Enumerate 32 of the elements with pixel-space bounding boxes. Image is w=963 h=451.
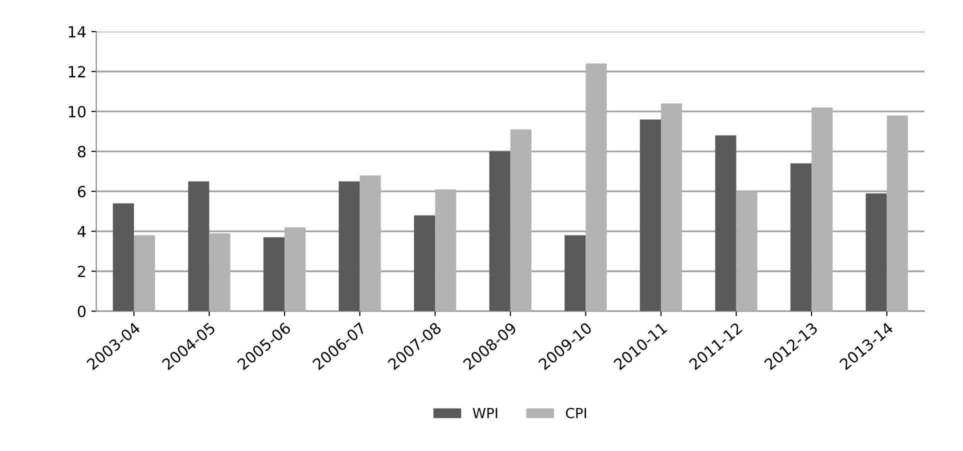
bar [263, 237, 285, 312]
bar [715, 135, 736, 312]
bar [812, 107, 833, 312]
y-tick-label: 4 [78, 226, 86, 238]
bar [586, 64, 607, 312]
bar [736, 191, 758, 312]
y-tick-label: 12 [68, 66, 86, 78]
bar [338, 181, 360, 312]
bar [209, 233, 230, 312]
bar [188, 181, 210, 312]
bar [510, 129, 532, 312]
bar [564, 235, 586, 312]
bar [886, 115, 908, 312]
legend-label: CPI [566, 408, 586, 418]
bar [489, 151, 510, 312]
bar [112, 203, 134, 312]
bar [790, 163, 812, 312]
y-tick-label: 14 [68, 26, 86, 38]
legend-label: WPI [472, 408, 498, 418]
y-tick-label: 10 [68, 106, 86, 118]
bar [435, 189, 456, 312]
y-tick-label: 8 [78, 146, 86, 158]
y-tick-label: 6 [78, 186, 86, 198]
bar [134, 235, 156, 312]
y-tick-label: 0 [78, 306, 86, 318]
bar [414, 215, 436, 312]
bar [660, 103, 682, 312]
y-tick-label: 2 [78, 266, 86, 278]
bar [360, 175, 381, 312]
bar [866, 193, 887, 312]
bar [284, 227, 306, 312]
bar [640, 119, 661, 312]
